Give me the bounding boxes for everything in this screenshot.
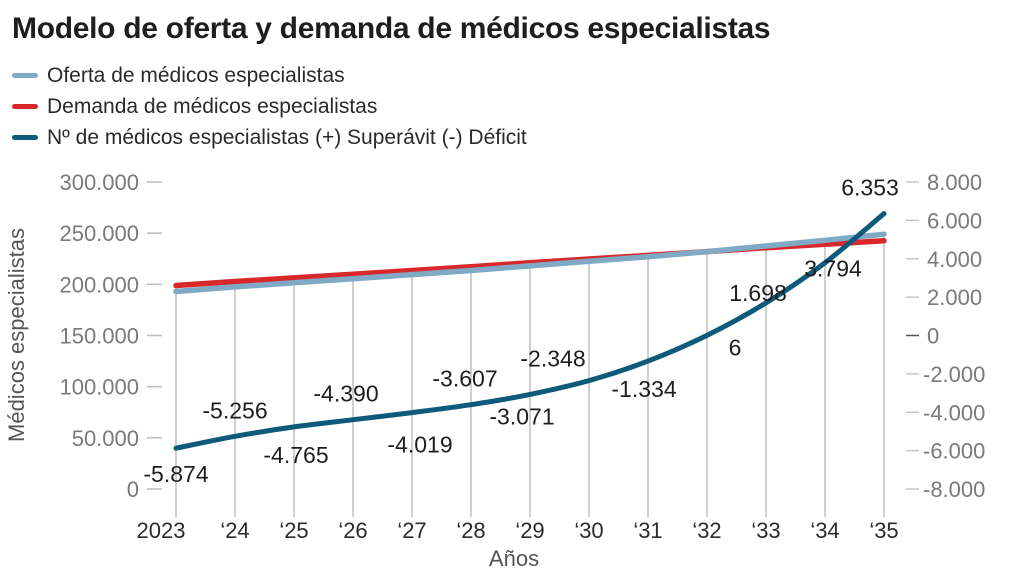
x-tick-label: ‘33 — [751, 518, 780, 543]
y-right-tick-label: 4.000 — [927, 247, 982, 272]
data-label: -5.256 — [202, 397, 267, 423]
x-tick-label: ‘29 — [515, 518, 544, 543]
data-label: 1.698 — [729, 280, 787, 306]
data-label: -4.019 — [387, 432, 452, 458]
y-left-tick-label: 100.000 — [59, 375, 139, 400]
y-left-tick-label: 150.000 — [59, 324, 139, 349]
y-right-tick-label: -8.000 — [923, 477, 985, 502]
y-axis-left: 0 50.000 100.000 150.000 200.000 250.000 300.0… — [59, 170, 162, 502]
x-tick-label: ‘32 — [692, 518, 721, 543]
gridlines — [175, 234, 885, 517]
x-axis: 2023 ‘24 ‘25 ‘26 ‘27 ‘28 ‘29 ‘30 ‘31 ‘32 ‘33 ‘34 ‘35 — [137, 518, 899, 543]
y-right-tick-label: 0 — [927, 324, 939, 349]
x-tick-label: ‘28 — [456, 518, 485, 543]
x-tick-label: ‘34 — [810, 518, 839, 543]
data-label: -4.765 — [263, 442, 328, 468]
y-left-tick-label: 250.000 — [59, 221, 139, 246]
x-tick-label: ‘24 — [220, 518, 249, 543]
y-right-tick-label: 8.000 — [927, 170, 982, 195]
legend-item-balance: Nº de médicos especialistas (+) Superávi… — [12, 122, 527, 153]
x-tick-label: ‘35 — [869, 518, 898, 543]
legend-label-demanda: Demanda de médicos especialistas — [47, 94, 378, 118]
y-right-tick-label: 6.000 — [927, 208, 982, 233]
data-label: 3.794 — [804, 256, 862, 282]
y-axis-right: 8.000 6.000 4.000 2.000 0 -2.000 -4.000 -6.000 -… — [906, 170, 985, 502]
data-label: -4.390 — [313, 381, 378, 407]
x-tick-label: ‘26 — [338, 518, 367, 543]
y-right-tick-label: -4.000 — [923, 400, 985, 425]
legend-swatch-balance — [12, 135, 38, 140]
data-label: -1.334 — [611, 376, 676, 402]
y-right-tick-label: -2.000 — [923, 362, 985, 387]
x-tick-label: ‘25 — [279, 518, 308, 543]
y-left-tick-label: 300.000 — [59, 170, 139, 195]
y-left-tick-label: 0 — [127, 477, 139, 502]
x-tick-label: ‘27 — [397, 518, 426, 543]
data-label: 6 — [729, 334, 742, 360]
data-labels: -5.874 -5.256 -4.765 -4.390 -4.019 -3.607 -3.0… — [143, 175, 898, 488]
y-right-tick-label: 2.000 — [927, 285, 982, 310]
data-label: 6.353 — [841, 175, 899, 201]
chart-title: Modelo de oferta y demanda de médicos es… — [12, 12, 771, 45]
y-axis-title: Médicos especialistas — [4, 228, 29, 442]
data-label: -3.071 — [489, 403, 554, 429]
x-tick-label: ‘30 — [574, 518, 603, 543]
x-axis-title: Años — [489, 546, 539, 571]
series-line-balance — [173, 211, 887, 451]
legend-item-demanda: Demanda de médicos especialistas — [12, 91, 527, 122]
y-right-tick-label: -6.000 — [923, 439, 985, 464]
legend-label-oferta: Oferta de médicos especialistas — [47, 63, 345, 87]
data-label: -5.874 — [143, 461, 208, 487]
y-left-tick-label: 200.000 — [59, 272, 139, 297]
x-tick-label: ‘31 — [633, 518, 662, 543]
legend-label-balance: Nº de médicos especialistas (+) Superávi… — [47, 125, 527, 149]
data-label: -2.348 — [520, 346, 585, 372]
series-line-oferta — [173, 231, 887, 295]
legend: Oferta de médicos especialistas Demanda … — [12, 60, 527, 153]
x-tick-label: 2023 — [137, 518, 186, 543]
legend-item-oferta: Oferta de médicos especialistas — [12, 60, 527, 91]
legend-swatch-demanda — [12, 104, 38, 109]
series-lines — [173, 211, 887, 451]
data-label: -3.607 — [432, 366, 497, 392]
y-left-tick-label: 50.000 — [72, 426, 139, 451]
legend-swatch-oferta — [12, 73, 38, 78]
